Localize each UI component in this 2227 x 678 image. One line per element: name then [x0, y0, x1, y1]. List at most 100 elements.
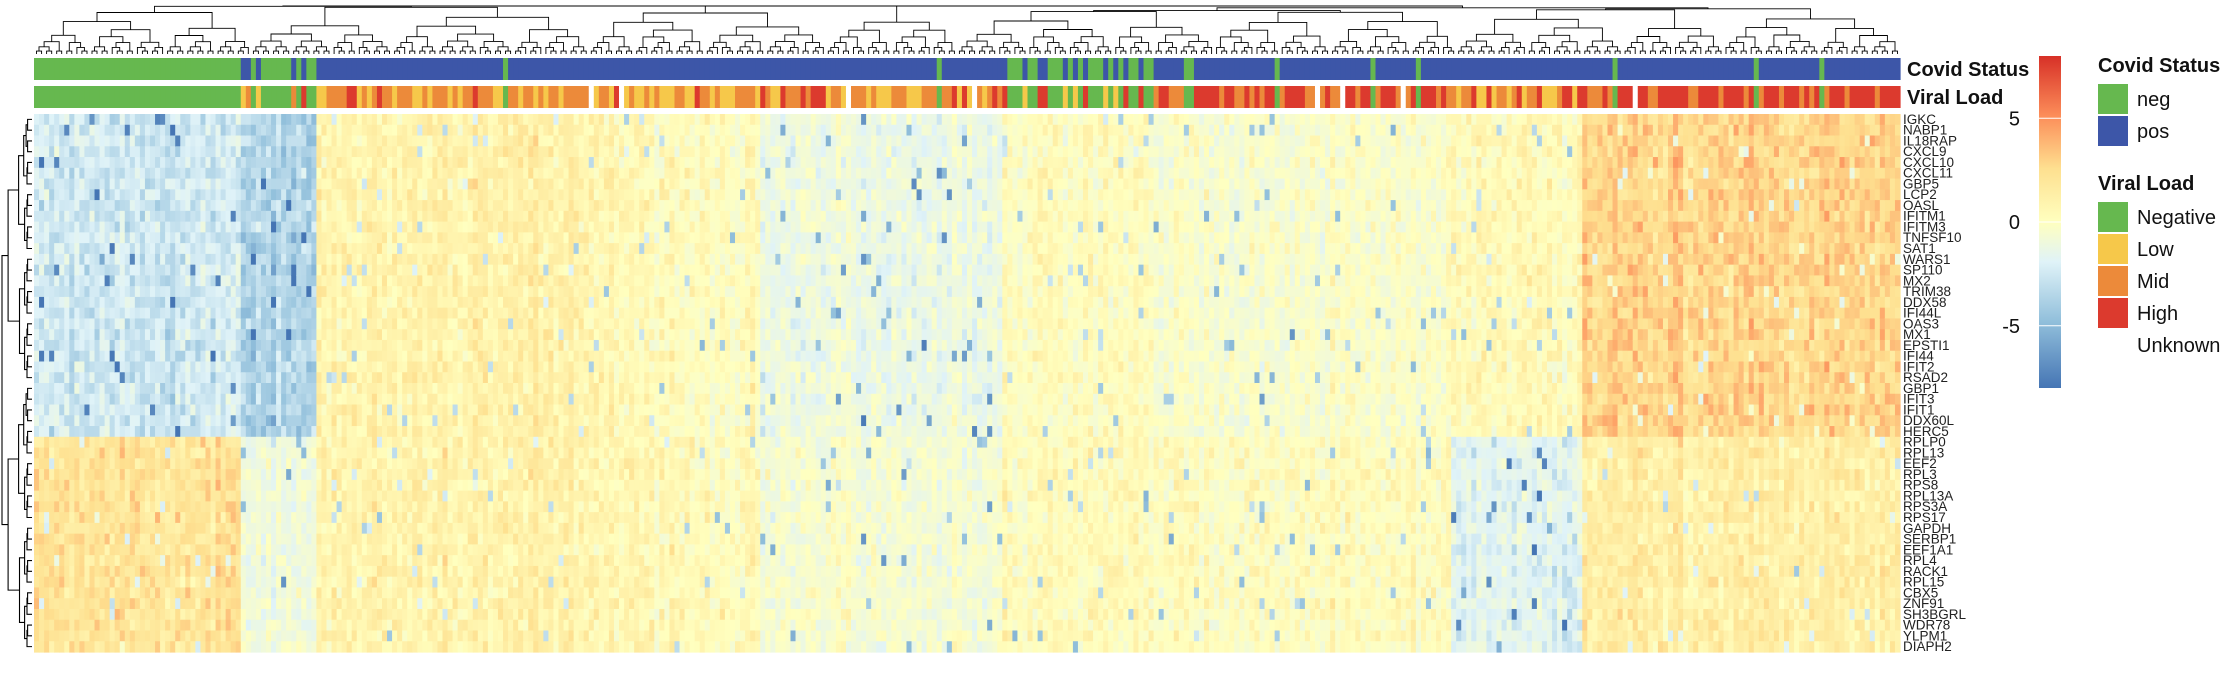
heatmap-cell	[276, 232, 282, 244]
heatmap-cell	[376, 512, 383, 524]
heatmap-cell	[149, 296, 156, 309]
column-dendrogram-branch	[462, 46, 474, 52]
heatmap-cell	[296, 167, 302, 180]
heatmap-cell	[336, 189, 343, 201]
heatmap-cell	[255, 458, 262, 470]
heatmap-cell	[250, 307, 257, 320]
heatmap-cell	[392, 157, 398, 169]
heatmap-cell	[34, 630, 40, 642]
heatmap-cell	[109, 146, 116, 158]
heatmap-cell	[331, 598, 338, 610]
column-dendrogram-branch	[1881, 50, 1888, 54]
viral-load-cell	[397, 86, 403, 108]
heatmap-cell	[175, 501, 181, 513]
heatmap-cell	[124, 598, 131, 610]
heatmap-cell	[387, 157, 393, 169]
heatmap-cell	[291, 243, 297, 255]
heatmap-cell	[407, 167, 413, 180]
heatmap-cell	[351, 533, 358, 545]
viral-load-cell	[250, 86, 257, 108]
heatmap-cell	[124, 587, 131, 599]
heatmap-cell	[149, 598, 156, 610]
viral-load-cell	[780, 86, 787, 108]
viral-load-cell	[422, 86, 428, 108]
covid-status-cell	[311, 58, 318, 80]
viral-load-cell	[64, 86, 70, 108]
heatmap-cell	[185, 135, 191, 147]
heatmap-cell	[366, 264, 373, 276]
viral-load-cell	[1325, 86, 1331, 108]
heatmap-cell	[296, 372, 302, 384]
heatmap-cell	[39, 157, 45, 169]
heatmap-cell	[64, 544, 70, 556]
heatmap-cell	[114, 221, 121, 233]
covid-status-cell	[805, 58, 812, 80]
heatmap-cell	[104, 501, 111, 513]
heatmap-cell	[64, 479, 70, 492]
column-dendrogram-branch	[1428, 50, 1434, 54]
heatmap-cell	[331, 124, 338, 137]
heatmap-cell	[376, 501, 383, 513]
heatmap-cell	[301, 608, 307, 621]
heatmap-cell	[99, 329, 106, 341]
column-dendrogram-branch	[908, 50, 915, 54]
heatmap-cell	[346, 296, 353, 309]
viral-load-cell	[210, 86, 217, 108]
column-dendrogram-branch	[961, 46, 973, 52]
covid-status-cell	[523, 58, 529, 80]
viral-load-cell	[1183, 86, 1190, 108]
heatmap-cell	[190, 565, 196, 578]
heatmap-cell	[149, 544, 156, 556]
heatmap-cell	[366, 307, 373, 320]
heatmap-cell	[74, 469, 80, 481]
heatmap-cell	[245, 544, 252, 556]
heatmap-cell	[134, 436, 141, 449]
viral-load-cell	[472, 86, 479, 108]
heatmap-cell	[260, 490, 267, 502]
heatmap-cell	[119, 296, 126, 309]
heatmap-cell	[376, 210, 383, 223]
heatmap-cell	[129, 178, 136, 190]
heatmap-cell	[185, 361, 191, 373]
heatmap-cell	[331, 608, 338, 621]
heatmap-cell	[265, 415, 272, 427]
heatmap-cell	[397, 329, 403, 341]
heatmap-cell	[180, 286, 186, 298]
heatmap-cell	[361, 157, 368, 169]
heatmap-cell	[271, 146, 277, 158]
covid-status-cell	[1713, 58, 1720, 80]
covid-status-cell	[1451, 58, 1457, 80]
covid-status-cell	[286, 58, 292, 80]
viral-load-cell	[1002, 86, 1008, 108]
heatmap-cell	[185, 630, 191, 642]
column-dendrogram-branch	[893, 50, 900, 54]
heatmap-cell	[129, 329, 136, 341]
heatmap-cell	[321, 490, 328, 502]
heatmap-cell	[190, 232, 196, 244]
heatmap-cell	[301, 598, 307, 610]
heatmap-cell	[54, 619, 60, 632]
heatmap-cell	[170, 404, 176, 416]
covid-status-cell	[144, 58, 151, 80]
heatmap-cell	[34, 339, 40, 352]
covid-status-cell	[472, 58, 479, 80]
heatmap-cell	[89, 243, 96, 255]
heatmap-cell	[316, 178, 323, 190]
heatmap-cell	[291, 167, 297, 180]
heatmap-cell	[114, 587, 121, 599]
viral-load-cell	[160, 86, 166, 108]
heatmap-cell	[407, 286, 413, 298]
heatmap-cell	[185, 415, 191, 427]
heatmap-cell	[311, 350, 318, 363]
heatmap-cell	[54, 361, 60, 373]
heatmap-cell	[39, 512, 45, 524]
heatmap-cell	[397, 210, 403, 223]
heatmap-cell	[175, 608, 181, 621]
heatmap-cell	[387, 393, 393, 406]
heatmap-cell	[225, 189, 232, 201]
viral-load-cell	[1153, 86, 1160, 108]
heatmap-cell	[175, 436, 181, 449]
column-dendrogram-branch	[1357, 50, 1364, 54]
heatmap-cell	[180, 490, 186, 502]
heatmap-cell	[84, 630, 91, 642]
